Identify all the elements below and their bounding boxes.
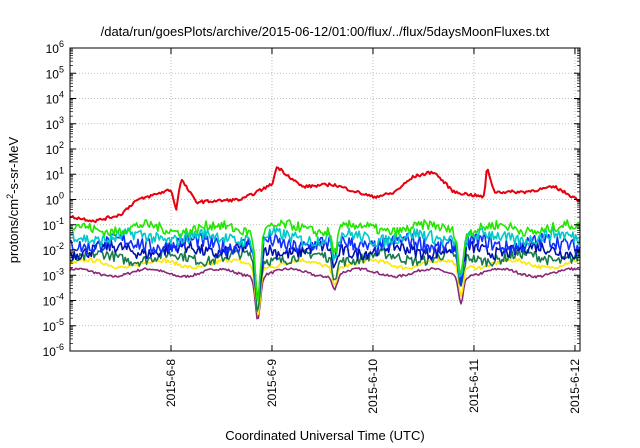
y-tick-label: 104 [46,90,64,107]
y-axis-label-base: protons/cm [6,199,21,263]
y-tick-label: 100 [46,191,64,208]
x-axis-label: Coordinated Universal Time (UTC) [225,428,424,443]
y-tick-label: 101 [46,165,64,182]
x-tick-label: 2015-6-11 [467,359,481,413]
y-tick-label: 10-4 [43,292,64,309]
series-layer [69,166,581,320]
x-tick-label: 2015-6-10 [366,359,380,414]
series-line [69,257,581,316]
y-axis-label-sup: 2 [5,194,15,199]
y-tick-label: 10-5 [43,317,64,334]
chart-title: /data/run/goesPlots/archive/2015-06-12/0… [101,24,550,39]
y-tick-label: 102 [46,140,64,157]
y-tick-label: 10-3 [43,266,64,283]
series-line [69,166,581,224]
series-line [69,266,580,320]
y-tick-label: 10-6 [43,342,64,359]
y-axis-label: protons/cm2-s-sr-MeV [5,136,21,263]
y-tick-label: 105 [46,64,64,81]
x-tick-label: 2015-6-12 [568,359,582,414]
series-line [69,219,581,302]
x-axis-ticks: 2015-6-8 2015-6-9 2015-6-10 2015-6-11 2015-6… [164,48,582,414]
y-tick-label: 10-2 [43,241,64,258]
y-tick-label: 106 [46,39,64,56]
y-tick-label: 10-1 [43,216,64,233]
x-tick-label: 2015-6-9 [265,359,279,407]
y-axis-ticks: 10-6 10-5 10-4 10-3 10-2 10-1 100 101 102 103 104 1… [43,39,580,359]
grid-lines [70,48,580,351]
series-line [69,226,581,300]
series-line [69,248,581,312]
y-tick-label: 103 [46,115,64,132]
y-axis-label-rest: -s-sr-MeV [6,136,21,193]
x-tick-label: 2015-6-8 [164,359,178,407]
